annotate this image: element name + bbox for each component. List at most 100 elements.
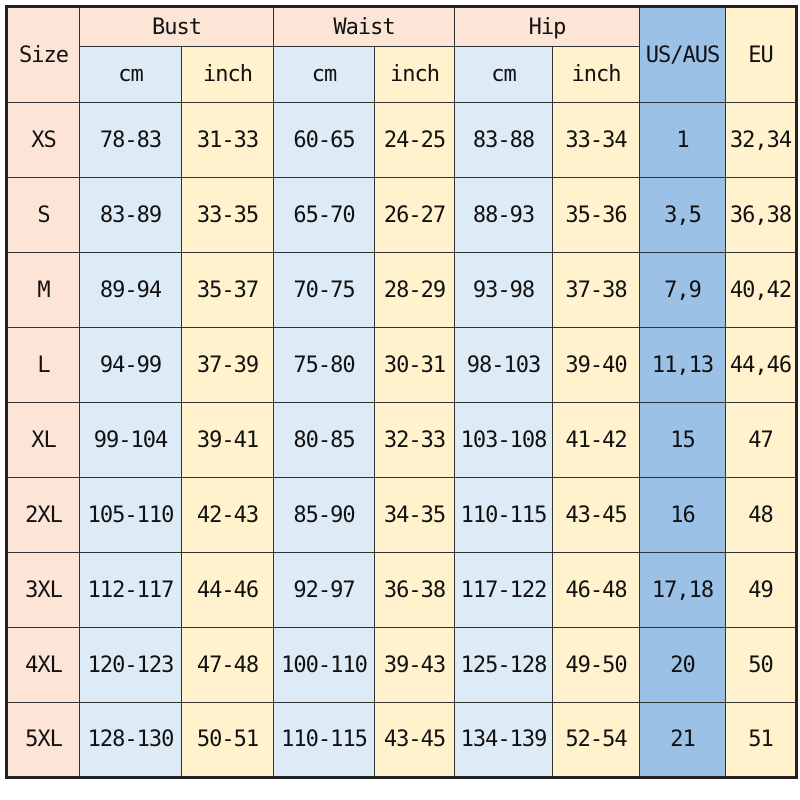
us-aus-header: US/AUS <box>639 6 726 103</box>
bust-cm-cell: 105-110 <box>79 477 182 553</box>
waist-inch-cell: 36-38 <box>374 552 455 628</box>
us-aus-cell: 7,9 <box>639 252 726 328</box>
waist-cm-cell: 70-75 <box>273 252 375 328</box>
eu-cell: 36,38 <box>725 177 797 253</box>
hip-cm-cell: 110-115 <box>454 477 553 553</box>
eu-cell: 40,42 <box>725 252 797 328</box>
waist-inch-cell: 28-29 <box>374 252 455 328</box>
table-row: L 94-99 37-39 75-80 30-31 98-103 39-40 11,13 44,… <box>6 327 797 403</box>
hip-header: Hip <box>454 6 640 47</box>
waist-inch-cell: 34-35 <box>374 477 455 553</box>
hip-cm-cell: 83-88 <box>454 102 553 178</box>
hip-inch-cell: 35-36 <box>552 177 640 253</box>
us-aus-cell: 15 <box>639 402 726 478</box>
table-row: 3XL 112-117 44-46 92-97 36-38 117-122 46-48 17,… <box>6 552 797 628</box>
unit-header: inch <box>181 46 274 103</box>
size-cell: 3XL <box>6 552 80 628</box>
size-cell: XS <box>6 102 80 178</box>
hip-cm-cell: 88-93 <box>454 177 553 253</box>
size-chart: Size Bust Waist Hip US/AUS EU cm inch cm… <box>5 5 798 779</box>
eu-cell: 32,34 <box>725 102 797 178</box>
eu-cell: 44,46 <box>725 327 797 403</box>
bust-inch-cell: 37-39 <box>181 327 274 403</box>
bust-inch-cell: 47-48 <box>181 627 274 703</box>
hip-inch-cell: 49-50 <box>552 627 640 703</box>
eu-cell: 48 <box>725 477 797 553</box>
size-table: Size Bust Waist Hip US/AUS EU cm inch cm… <box>5 5 798 779</box>
table-row: 4XL 120-123 47-48 100-110 39-43 125-128 49-50 2… <box>6 627 797 703</box>
us-aus-cell: 20 <box>639 627 726 703</box>
unit-header: inch <box>552 46 640 103</box>
waist-cm-cell: 75-80 <box>273 327 375 403</box>
size-cell: XL <box>6 402 80 478</box>
bust-inch-cell: 42-43 <box>181 477 274 553</box>
size-cell: 4XL <box>6 627 80 703</box>
bust-inch-cell: 50-51 <box>181 702 274 778</box>
bust-header: Bust <box>79 6 274 47</box>
table-row: XL 99-104 39-41 80-85 32-33 103-108 41-42 15 47 <box>6 402 797 478</box>
waist-inch-cell: 43-45 <box>374 702 455 778</box>
hip-inch-cell: 41-42 <box>552 402 640 478</box>
bust-cm-cell: 128-130 <box>79 702 182 778</box>
waist-inch-cell: 24-25 <box>374 102 455 178</box>
waist-inch-cell: 32-33 <box>374 402 455 478</box>
eu-cell: 49 <box>725 552 797 628</box>
hip-cm-cell: 103-108 <box>454 402 553 478</box>
hip-cm-cell: 117-122 <box>454 552 553 628</box>
unit-header: cm <box>454 46 553 103</box>
table-row: XS 78-83 31-33 60-65 24-25 83-88 33-34 1 32,34 <box>6 102 797 178</box>
hip-cm-cell: 98-103 <box>454 327 553 403</box>
bust-cm-cell: 112-117 <box>79 552 182 628</box>
waist-cm-cell: 85-90 <box>273 477 375 553</box>
hip-cm-cell: 125-128 <box>454 627 553 703</box>
waist-cm-cell: 100-110 <box>273 627 375 703</box>
hip-inch-cell: 37-38 <box>552 252 640 328</box>
unit-header: inch <box>374 46 455 103</box>
bust-cm-cell: 78-83 <box>79 102 182 178</box>
table-row: 2XL 105-110 42-43 85-90 34-35 110-115 43-45 16 4… <box>6 477 797 553</box>
eu-header: EU <box>725 6 797 103</box>
unit-header: cm <box>273 46 375 103</box>
table-row: M 89-94 35-37 70-75 28-29 93-98 37-38 7,9 40,42 <box>6 252 797 328</box>
bust-cm-cell: 83-89 <box>79 177 182 253</box>
us-aus-cell: 1 <box>639 102 726 178</box>
waist-inch-cell: 30-31 <box>374 327 455 403</box>
waist-cm-cell: 110-115 <box>273 702 375 778</box>
eu-cell: 50 <box>725 627 797 703</box>
bust-cm-cell: 94-99 <box>79 327 182 403</box>
waist-cm-cell: 80-85 <box>273 402 375 478</box>
us-aus-cell: 21 <box>639 702 726 778</box>
hip-inch-cell: 43-45 <box>552 477 640 553</box>
hip-inch-cell: 33-34 <box>552 102 640 178</box>
bust-cm-cell: 99-104 <box>79 402 182 478</box>
unit-header: cm <box>79 46 182 103</box>
table-row: S 83-89 33-35 65-70 26-27 88-93 35-36 3,5 36,38 <box>6 177 797 253</box>
bust-cm-cell: 120-123 <box>79 627 182 703</box>
us-aus-cell: 16 <box>639 477 726 553</box>
hip-cm-cell: 93-98 <box>454 252 553 328</box>
us-aus-cell: 3,5 <box>639 177 726 253</box>
hip-cm-cell: 134-139 <box>454 702 553 778</box>
hip-inch-cell: 46-48 <box>552 552 640 628</box>
bust-inch-cell: 31-33 <box>181 102 274 178</box>
us-aus-cell: 17,18 <box>639 552 726 628</box>
eu-cell: 51 <box>725 702 797 778</box>
size-header: Size <box>6 6 80 103</box>
bust-inch-cell: 39-41 <box>181 402 274 478</box>
waist-cm-cell: 92-97 <box>273 552 375 628</box>
size-cell: 2XL <box>6 477 80 553</box>
bust-inch-cell: 44-46 <box>181 552 274 628</box>
size-cell: S <box>6 177 80 253</box>
waist-cm-cell: 65-70 <box>273 177 375 253</box>
hip-inch-cell: 39-40 <box>552 327 640 403</box>
size-cell: 5XL <box>6 702 80 778</box>
bust-inch-cell: 35-37 <box>181 252 274 328</box>
waist-inch-cell: 39-43 <box>374 627 455 703</box>
eu-cell: 47 <box>725 402 797 478</box>
waist-inch-cell: 26-27 <box>374 177 455 253</box>
hip-inch-cell: 52-54 <box>552 702 640 778</box>
bust-cm-cell: 89-94 <box>79 252 182 328</box>
us-aus-cell: 11,13 <box>639 327 726 403</box>
size-cell: L <box>6 327 80 403</box>
bust-inch-cell: 33-35 <box>181 177 274 253</box>
